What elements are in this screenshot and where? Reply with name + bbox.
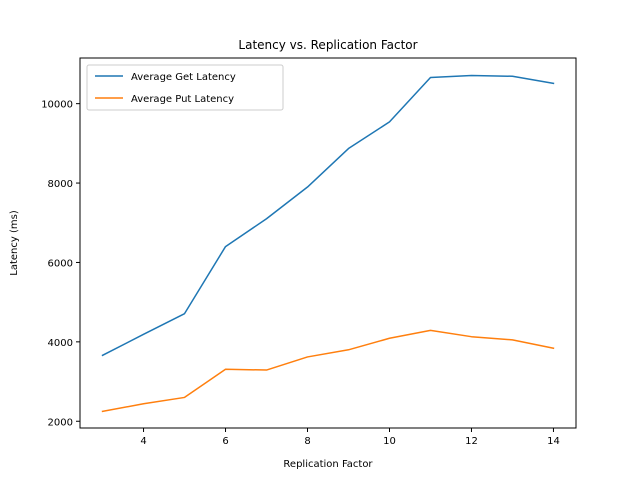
plot-area (101, 74, 555, 413)
series-line-1 (101, 74, 555, 357)
y-tick-label: 8000 (48, 179, 73, 190)
x-tick-label: 4 (140, 436, 146, 447)
y-tick-label: 10000 (41, 100, 73, 111)
x-tick-label: 14 (547, 436, 560, 447)
series-line-2 (101, 329, 555, 413)
legend: Average Get Latency Average Put Latency (86, 64, 284, 111)
plot-frame (79, 57, 577, 429)
x-tick-label: 12 (465, 436, 478, 447)
x-tick-label: 10 (383, 436, 396, 447)
x-tick-label: 8 (304, 436, 310, 447)
y-tick-label: 4000 (48, 338, 73, 349)
legend-label: Average Put Latency (131, 94, 234, 105)
y-tick-label: 6000 (48, 258, 73, 269)
legend-label: Average Get Latency (131, 72, 236, 83)
chart-title: Latency vs. Replication Factor (238, 38, 417, 52)
legend-box (86, 64, 284, 111)
y-axis-title: Latency (ms) (9, 210, 20, 276)
x-axis-title: Replication Factor (283, 459, 373, 470)
y-tick-label: 2000 (48, 417, 73, 428)
x-tick-label: 6 (222, 436, 228, 447)
